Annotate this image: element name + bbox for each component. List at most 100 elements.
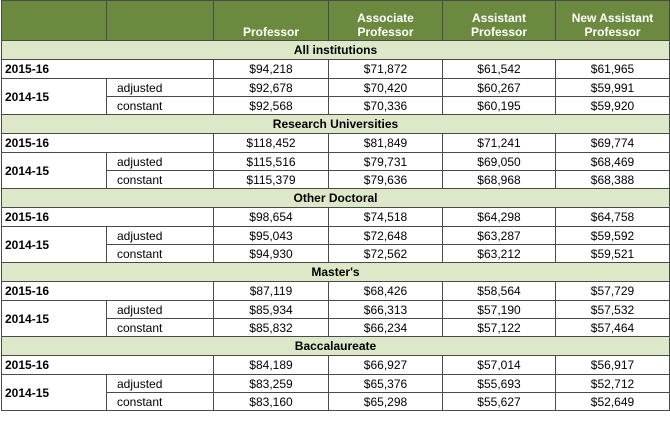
value-cell: $57,729 <box>555 281 670 301</box>
section-header-row: Other Doctoral <box>1 188 670 208</box>
year-label: 2015-16 <box>1 207 214 227</box>
row-label: adjusted <box>106 300 214 319</box>
value-cell: $84,189 <box>213 355 329 375</box>
value-cell: $68,388 <box>555 170 670 189</box>
value-cell: $70,336 <box>328 96 443 115</box>
row-label: constant <box>106 170 214 189</box>
value-cell: $92,568 <box>213 96 329 115</box>
table-row: 2014-15 adjusted $115,516 $79,731 $69,05… <box>1 152 670 189</box>
value-cell: $74,518 <box>328 207 443 227</box>
value-cell: $68,968 <box>442 170 556 189</box>
value-cell: $57,190 <box>442 300 556 319</box>
year-label: 2015-16 <box>1 355 214 375</box>
year-label: 2014-15 <box>1 78 107 115</box>
header-row: Professor Associate Professor Assistant … <box>1 0 670 41</box>
value-cell: $69,050 <box>442 152 556 171</box>
salary-table: Professor Associate Professor Assistant … <box>1 0 670 411</box>
table-row: 2015-16 $87,119 $68,426 $58,564 $57,729 <box>1 281 670 301</box>
value-cell: $60,267 <box>442 78 556 97</box>
value-cell: $52,649 <box>555 392 670 411</box>
value-cell: $66,927 <box>328 355 443 375</box>
section-title: Research Universities <box>1 114 670 134</box>
table-row: 2015-16 $118,452 $81,849 $71,241 $69,774 <box>1 133 670 153</box>
value-cell: $98,654 <box>213 207 329 227</box>
value-cell: $63,287 <box>442 226 556 245</box>
table-row: 2014-15 adjusted $92,678 $70,420 $60,267… <box>1 78 670 115</box>
value-cell: $85,934 <box>213 300 329 319</box>
section-title: Baccalaureate <box>1 336 670 356</box>
value-cell: $57,014 <box>442 355 556 375</box>
row-label: adjusted <box>106 374 214 393</box>
value-cell: $55,627 <box>442 392 556 411</box>
value-cell: $115,379 <box>213 170 329 189</box>
year-label: 2014-15 <box>1 374 107 411</box>
value-cell: $72,648 <box>328 226 443 245</box>
value-cell: $94,218 <box>213 59 329 79</box>
value-cell: $72,562 <box>328 244 443 263</box>
value-cell: $83,160 <box>213 392 329 411</box>
table-row: 2015-16 $98,654 $74,518 $64,298 $64,758 <box>1 207 670 227</box>
value-cell: $66,234 <box>328 318 443 337</box>
row-label: constant <box>106 318 214 337</box>
value-cell: $61,542 <box>442 59 556 79</box>
header-professor: Professor <box>213 0 329 41</box>
section-research-universities: Research Universities 2015-16 $118,452 $… <box>1 114 670 189</box>
table-row: 2015-16 $94,218 $71,872 $61,542 $61,965 <box>1 59 670 79</box>
year-label: 2014-15 <box>1 152 107 189</box>
section-header-row: All institutions <box>1 40 670 60</box>
value-cell: $85,832 <box>213 318 329 337</box>
section-header-row: Baccalaureate <box>1 336 670 356</box>
section-all-institutions: All institutions 2015-16 $94,218 $71,872… <box>1 40 670 115</box>
row-label: constant <box>106 392 214 411</box>
year-label: 2015-16 <box>1 281 214 301</box>
table-row: constant $94,930 $72,562 $63,212 $59,521 <box>2 244 670 263</box>
year-label: 2014-15 <box>1 300 107 337</box>
table-row: 2014-15 adjusted $85,934 $66,313 $57,190… <box>1 300 670 337</box>
value-cell: $81,849 <box>328 133 443 153</box>
table-row: constant $85,832 $66,234 $57,122 $57,464 <box>2 318 670 337</box>
value-cell: $59,521 <box>555 244 670 263</box>
value-cell: $79,636 <box>328 170 443 189</box>
value-cell: $59,920 <box>555 96 670 115</box>
value-cell: $58,564 <box>442 281 556 301</box>
value-cell: $87,119 <box>213 281 329 301</box>
section-header-row: Master's <box>1 262 670 282</box>
value-cell: $65,298 <box>328 392 443 411</box>
table-row: 2014-15 adjusted $83,259 $65,376 $55,693… <box>1 374 670 411</box>
value-cell: $71,872 <box>328 59 443 79</box>
section-title: Master's <box>1 262 670 282</box>
table-row: constant $92,568 $70,336 $60,195 $59,920 <box>2 96 670 115</box>
section-masters: Master's 2015-16 $87,119 $68,426 $58,564… <box>1 262 670 337</box>
year-label: 2015-16 <box>1 133 214 153</box>
value-cell: $60,195 <box>442 96 556 115</box>
table-row: constant $83,160 $65,298 $55,627 $52,649 <box>2 392 670 411</box>
section-other-doctoral: Other Doctoral 2015-16 $98,654 $74,518 $… <box>1 188 670 263</box>
value-cell: $59,991 <box>555 78 670 97</box>
value-cell: $92,678 <box>213 78 329 97</box>
value-cell: $57,122 <box>442 318 556 337</box>
section-header-row: Research Universities <box>1 114 670 134</box>
section-title: Other Doctoral <box>1 188 670 208</box>
value-cell: $63,212 <box>442 244 556 263</box>
value-cell: $68,426 <box>328 281 443 301</box>
value-cell: $64,758 <box>555 207 670 227</box>
value-cell: $55,693 <box>442 374 556 393</box>
section-title: All institutions <box>1 40 670 60</box>
value-cell: $57,532 <box>555 300 670 319</box>
value-cell: $61,965 <box>555 59 670 79</box>
header-blank <box>106 0 214 41</box>
year-label: 2015-16 <box>1 59 214 79</box>
section-baccalaureate: Baccalaureate 2015-16 $84,189 $66,927 $5… <box>1 336 670 411</box>
value-cell: $69,774 <box>555 133 670 153</box>
header-assistant-professor: Assistant Professor <box>442 0 556 41</box>
value-cell: $95,043 <box>213 226 329 245</box>
value-cell: $65,376 <box>328 374 443 393</box>
row-label: constant <box>106 96 214 115</box>
header-blank <box>1 0 107 41</box>
value-cell: $64,298 <box>442 207 556 227</box>
value-cell: $71,241 <box>442 133 556 153</box>
value-cell: $66,313 <box>328 300 443 319</box>
value-cell: $70,420 <box>328 78 443 97</box>
value-cell: $56,917 <box>555 355 670 375</box>
value-cell: $79,731 <box>328 152 443 171</box>
